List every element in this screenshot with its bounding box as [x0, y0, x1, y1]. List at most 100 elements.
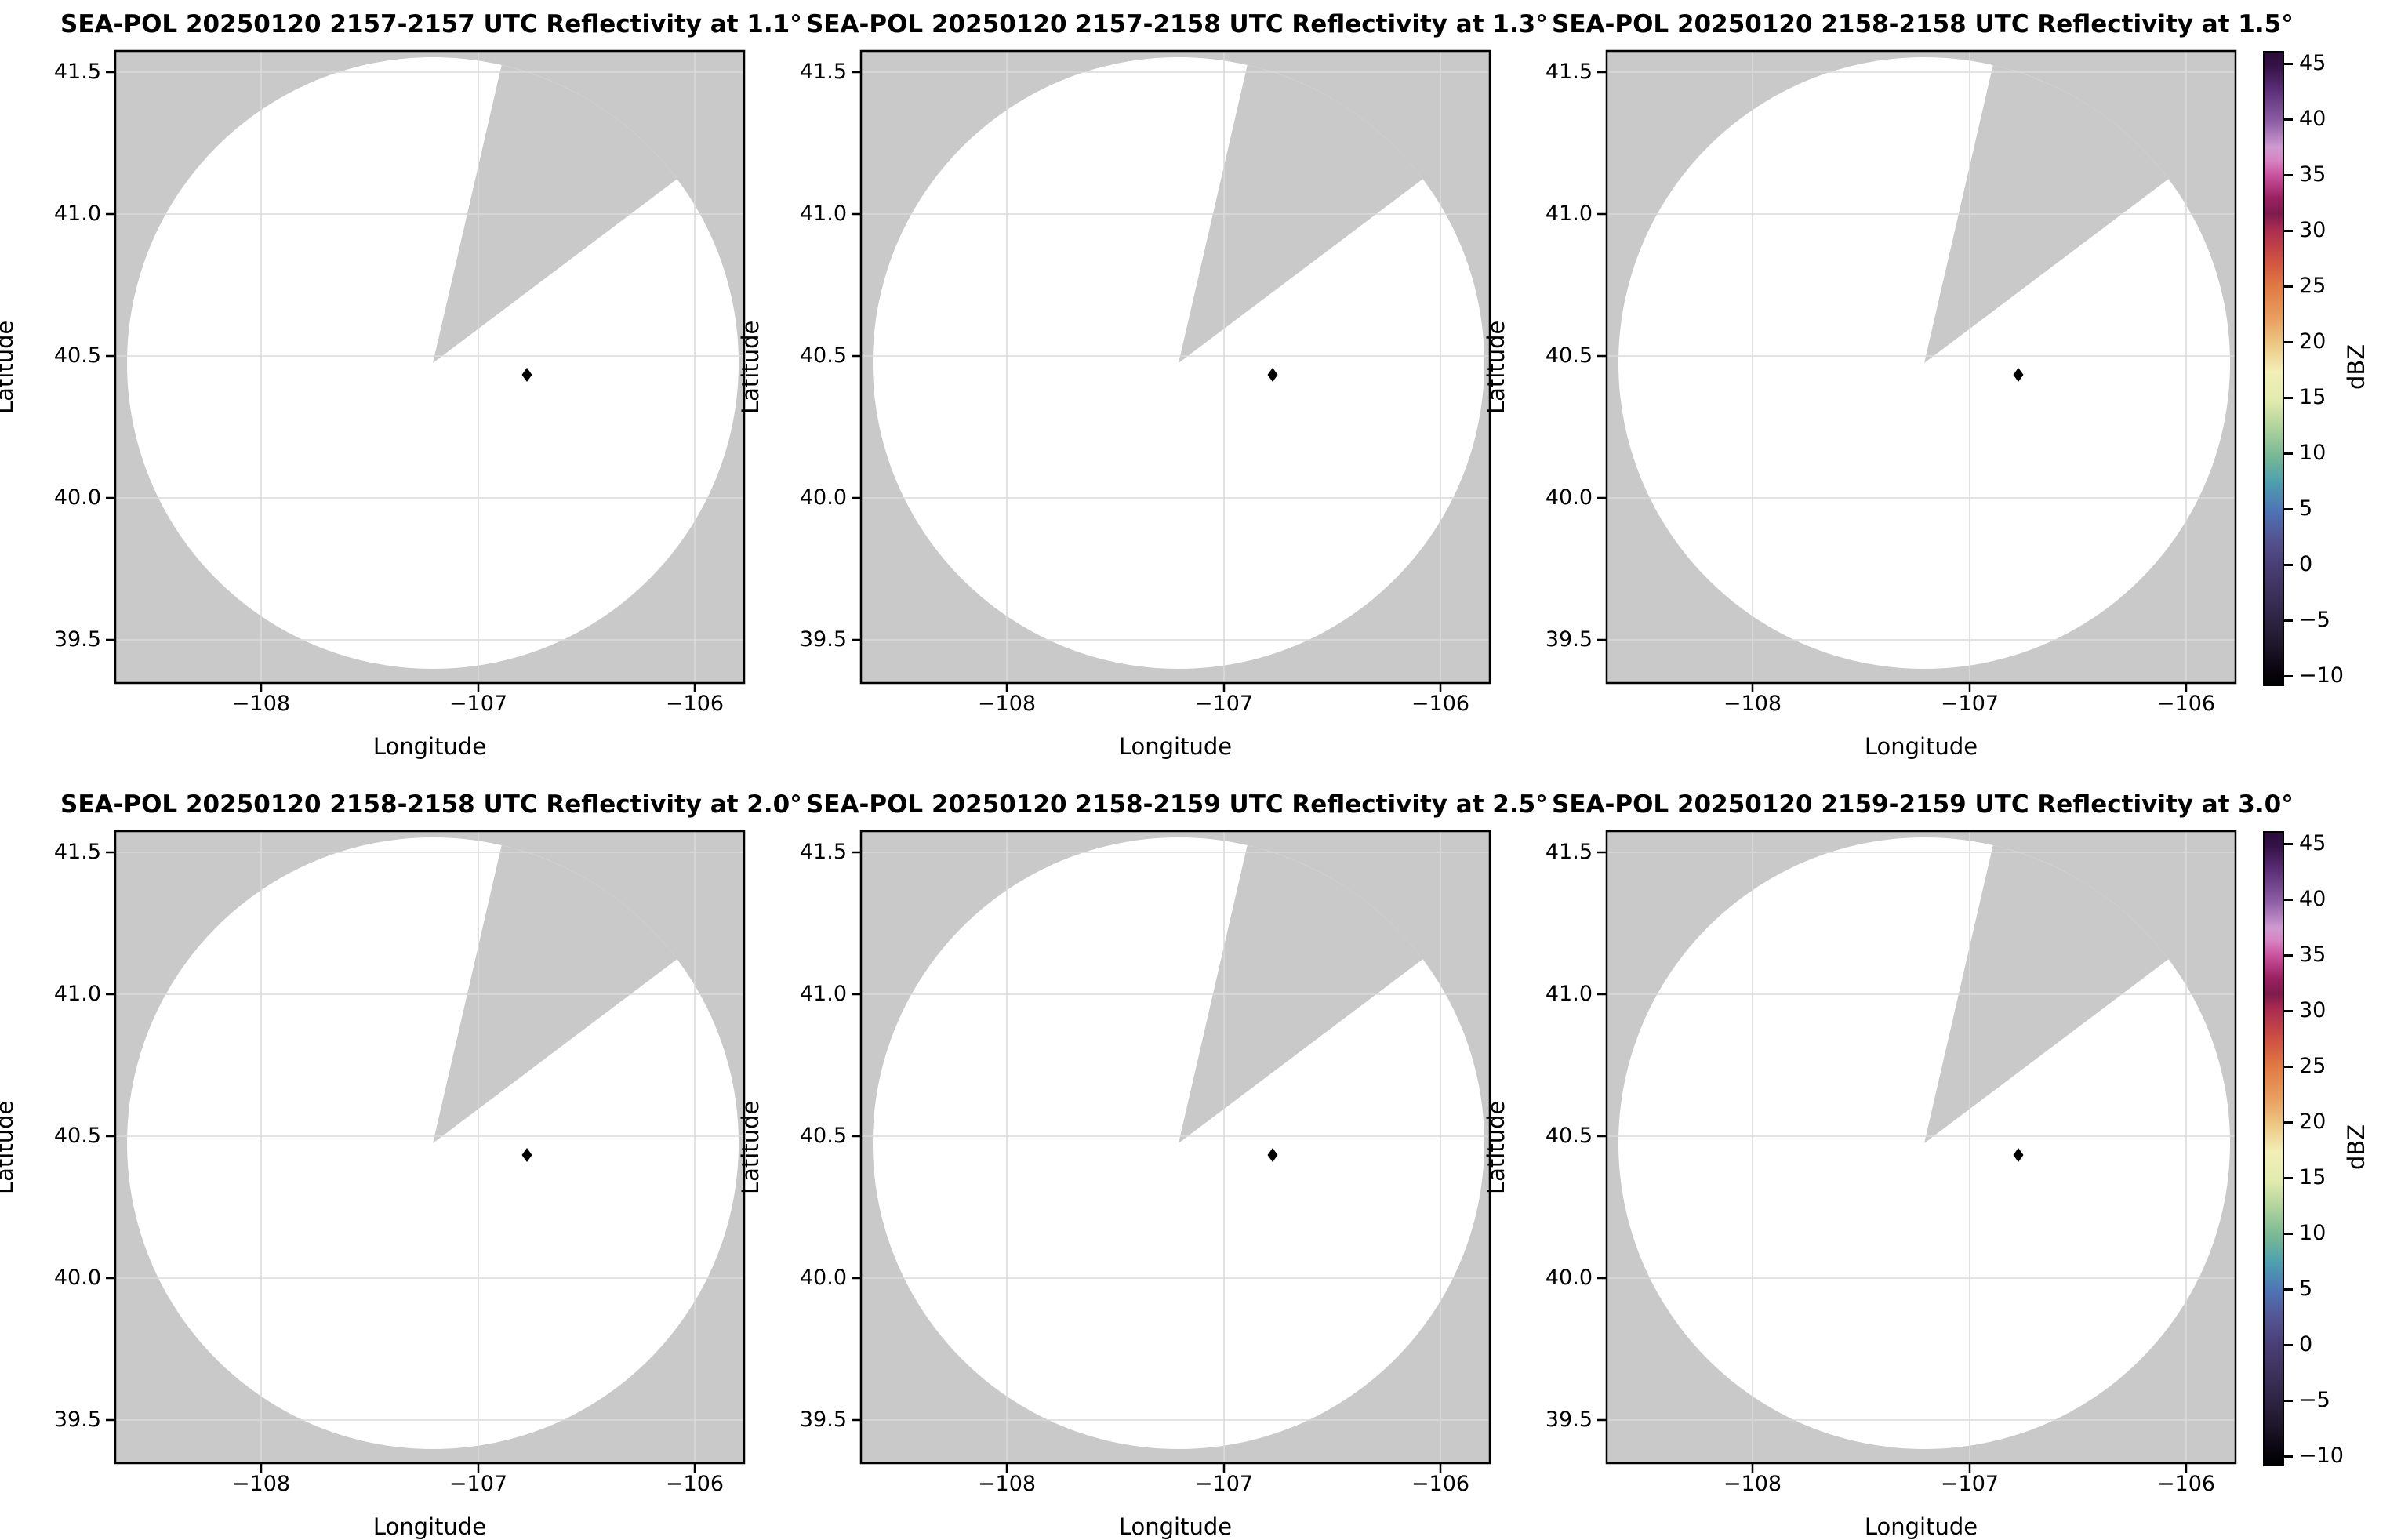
- colorbar-tick-label: 35: [2299, 943, 2326, 967]
- colorbar-tick-label: 20: [2299, 1110, 2326, 1134]
- x-tick-label: −106: [2156, 692, 2216, 716]
- y-tick-label: 41.0: [53, 982, 101, 1006]
- colorbar-tick: [2284, 118, 2293, 121]
- colorbar-tick-label: 35: [2299, 162, 2326, 187]
- colorbar-tick-label: 45: [2299, 831, 2326, 855]
- colorbar-tick-label: 30: [2299, 218, 2326, 242]
- y-tick-label: 40.5: [799, 343, 847, 368]
- colorbar-tick: [2284, 508, 2293, 510]
- colorbar-tick: [2284, 1121, 2293, 1124]
- y-tick-label: 40.5: [1545, 1124, 1593, 1148]
- colorbar-tick-label: 25: [2299, 274, 2326, 298]
- gridlines: [115, 51, 744, 683]
- radar-site-marker: [1267, 1148, 1278, 1162]
- x-tick-label: −108: [977, 1472, 1037, 1496]
- x-tick-label: −108: [231, 692, 291, 716]
- y-tick-label: 41.5: [799, 840, 847, 864]
- colorbar-tick: [2284, 675, 2293, 677]
- colorbar-tick-label: 20: [2299, 329, 2326, 354]
- x-tick-label: −107: [1940, 1472, 2000, 1496]
- x-tick-label: −107: [449, 1472, 508, 1496]
- colorbar-tick-label: 15: [2299, 1165, 2326, 1190]
- colorbar-gradient: [2263, 831, 2284, 1466]
- gridlines: [1607, 831, 2236, 1463]
- x-tick-label: −108: [977, 692, 1037, 716]
- y-tick-label: 41.5: [799, 60, 847, 84]
- y-tick-label: 41.0: [1545, 202, 1593, 226]
- colorbar-tick-label: 25: [2299, 1054, 2326, 1078]
- radar-site-marker: [2013, 368, 2024, 382]
- colorbar-tick-label: 30: [2299, 998, 2326, 1022]
- y-axis-label: Latitude: [0, 1100, 18, 1194]
- x-axis-label: Longitude: [1118, 733, 1233, 760]
- x-tick-label: −106: [1411, 692, 1470, 716]
- y-axis-label: Latitude: [737, 320, 764, 414]
- colorbar-tick: [2284, 341, 2293, 343]
- axes-border: [859, 49, 1491, 685]
- colorbar-axis-label: dBZ: [2343, 343, 2370, 390]
- radar-site-marker: [1267, 368, 1278, 382]
- y-axis-label: Latitude: [1483, 320, 1509, 414]
- colorbar-tick: [2284, 619, 2293, 622]
- colorbar-tick: [2284, 1177, 2293, 1179]
- colorbar-tick-label: 10: [2299, 441, 2326, 465]
- axes-border: [1605, 830, 2237, 1465]
- y-tick-label: 40.5: [53, 343, 101, 368]
- subplot-title: SEA-POL 20250120 2158-2158 UTC Reflectiv…: [1552, 10, 2294, 38]
- x-axis-label: Longitude: [372, 733, 487, 760]
- y-tick-label: 40.0: [53, 1266, 101, 1290]
- x-tick-label: −107: [1940, 692, 2000, 716]
- colorbar-tick-label: 40: [2299, 887, 2326, 911]
- colorbar-tick: [2284, 285, 2293, 288]
- x-axis-label: Longitude: [1118, 1513, 1233, 1540]
- colorbar-tick-label: 40: [2299, 107, 2326, 131]
- y-tick-label: 40.5: [799, 1124, 847, 1148]
- y-tick-label: 40.0: [799, 485, 847, 510]
- colorbar-tick-label: 5: [2299, 1277, 2313, 1301]
- colorbar-tick-label: 0: [2299, 552, 2313, 576]
- x-tick-label: −107: [1194, 1472, 1254, 1496]
- colorbar-tick: [2284, 1066, 2293, 1068]
- y-tick-label: 39.5: [799, 627, 847, 652]
- x-tick-label: −106: [665, 692, 725, 716]
- y-axis-label: Latitude: [737, 1100, 764, 1194]
- y-tick-label: 41.5: [1545, 840, 1593, 864]
- colorbar-tick-label: 15: [2299, 385, 2326, 409]
- radar-ppi-plot: [106, 49, 746, 692]
- y-tick-label: 40.0: [799, 1266, 847, 1290]
- colorbar-tick: [2284, 452, 2293, 455]
- tick-marks: [852, 851, 1442, 1473]
- colorbar-tick: [2284, 1233, 2293, 1235]
- y-tick-label: 39.5: [799, 1407, 847, 1432]
- x-axis-label: Longitude: [1864, 733, 1978, 760]
- radar-ppi-plot: [1597, 830, 2237, 1473]
- colorbar-tick-label: −10: [2299, 1444, 2344, 1468]
- colorbar-tick: [2284, 397, 2293, 399]
- tick-marks: [106, 851, 696, 1473]
- colorbar-tick-label: −5: [2299, 1388, 2330, 1412]
- x-tick-label: −108: [1723, 1472, 1782, 1496]
- colorbar-tick: [2284, 174, 2293, 176]
- x-tick-label: −106: [665, 1472, 725, 1496]
- colorbar-tick-label: 0: [2299, 1332, 2313, 1357]
- axes-border: [114, 49, 746, 685]
- radar-site-marker: [521, 368, 532, 382]
- tick-marks: [106, 71, 696, 692]
- colorbar-tick-label: 10: [2299, 1221, 2326, 1245]
- y-axis-label: Latitude: [1483, 1100, 1509, 1194]
- radar-ppi-plot: [852, 49, 1491, 692]
- y-tick-label: 41.0: [799, 202, 847, 226]
- gridlines: [1607, 51, 2236, 683]
- gridlines: [861, 831, 1490, 1463]
- tick-marks: [852, 71, 1442, 692]
- y-tick-label: 39.5: [1545, 1407, 1593, 1432]
- radar-ppi-plot: [106, 830, 746, 1473]
- x-axis-label: Longitude: [372, 1513, 487, 1540]
- colorbar-gradient: [2263, 51, 2284, 686]
- y-tick-label: 41.0: [53, 202, 101, 226]
- subplot-title: SEA-POL 20250120 2158-2158 UTC Reflectiv…: [60, 790, 802, 819]
- x-tick-label: −106: [1411, 1472, 1470, 1496]
- x-tick-label: −107: [1194, 692, 1254, 716]
- colorbar-tick: [2284, 954, 2293, 957]
- y-tick-label: 40.0: [1545, 1266, 1593, 1290]
